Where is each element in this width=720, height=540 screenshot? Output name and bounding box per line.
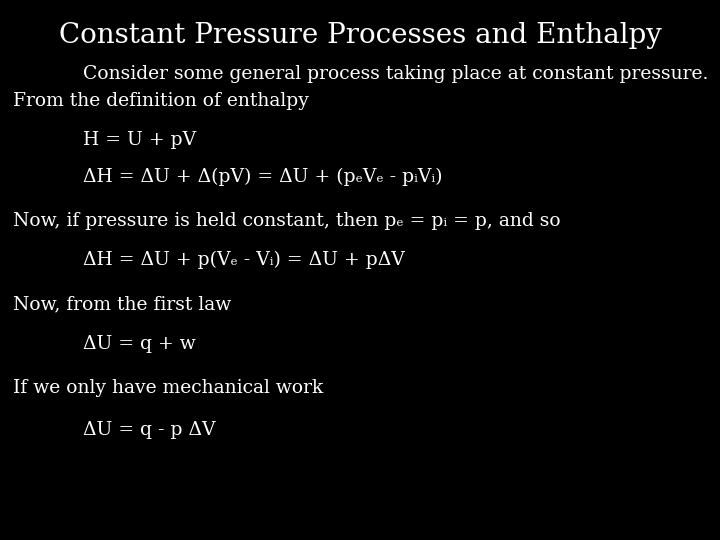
Text: Constant Pressure Processes and Enthalpy: Constant Pressure Processes and Enthalpy (58, 22, 662, 49)
Text: Now, if pressure is held constant, then pₑ = pᵢ = p, and so: Now, if pressure is held constant, then … (13, 212, 561, 230)
Text: If we only have mechanical work: If we only have mechanical work (13, 379, 323, 397)
Text: H = U + pV: H = U + pV (83, 131, 196, 149)
Text: From the definition of enthalpy: From the definition of enthalpy (13, 92, 309, 110)
Text: Now, from the first law: Now, from the first law (13, 295, 231, 313)
Text: ΔH = ΔU + p(Vₑ - Vᵢ) = ΔU + pΔV: ΔH = ΔU + p(Vₑ - Vᵢ) = ΔU + pΔV (83, 251, 405, 269)
Text: ΔH = ΔU + Δ(pV) = ΔU + (pₑVₑ - pᵢVᵢ): ΔH = ΔU + Δ(pV) = ΔU + (pₑVₑ - pᵢVᵢ) (83, 167, 442, 186)
Text: Consider some general process taking place at constant pressure.: Consider some general process taking pla… (83, 65, 708, 83)
Text: ΔU = q + w: ΔU = q + w (83, 335, 196, 353)
Text: ΔU = q - p ΔV: ΔU = q - p ΔV (83, 421, 215, 439)
